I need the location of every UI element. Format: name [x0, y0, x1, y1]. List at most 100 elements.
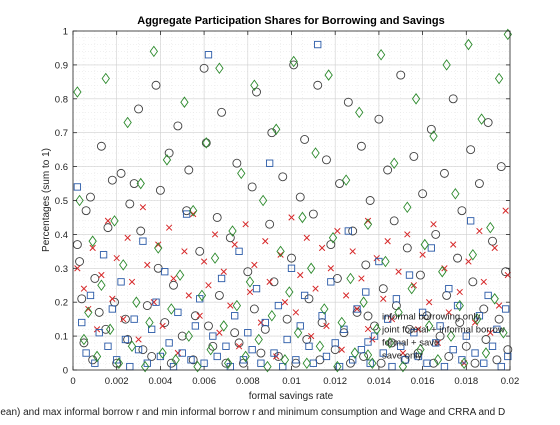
data-point-square	[86, 291, 95, 300]
data-point-circle	[457, 206, 467, 216]
data-point-diamond	[302, 357, 311, 369]
data-point-x	[135, 336, 142, 343]
data-point-circle	[129, 179, 139, 189]
data-point-x	[216, 329, 223, 336]
data-point-circle	[444, 351, 454, 361]
data-point-x	[358, 275, 365, 282]
data-point-diamond	[114, 357, 124, 369]
x-tick-label: 0.016	[411, 376, 435, 387]
data-point-square	[213, 352, 221, 361]
data-point-x	[80, 285, 88, 292]
data-point-x	[227, 302, 234, 309]
data-point-x	[395, 268, 402, 275]
data-point-circle	[474, 179, 484, 189]
data-point-circle	[125, 199, 135, 209]
grid	[72, 30, 511, 371]
data-point-diamond	[202, 137, 211, 149]
data-point-diamond	[84, 306, 93, 319]
data-point-diamond	[385, 337, 394, 349]
data-point-square	[480, 359, 488, 367]
data-point-x	[246, 288, 254, 296]
x-tick-label: 0.012	[323, 376, 347, 387]
data-point-diamond	[494, 72, 504, 85]
data-point-square	[95, 329, 103, 337]
data-point-diamond	[101, 72, 110, 85]
data-point-diamond	[442, 59, 451, 71]
data-point-square	[235, 247, 243, 255]
data-point-diamond	[136, 177, 145, 190]
series-diamond	[73, 28, 512, 373]
data-point-circle	[267, 128, 277, 138]
data-point-diamond	[459, 357, 469, 369]
data-point-circle	[496, 162, 506, 172]
data-point-square	[379, 349, 387, 357]
data-point-x	[419, 251, 426, 258]
data-point-x	[334, 227, 341, 235]
data-point-x	[456, 288, 463, 296]
data-point-circle	[289, 60, 299, 70]
y-tick-label: 1	[63, 27, 68, 38]
data-point-circle	[182, 206, 192, 216]
data-point-circle	[494, 314, 504, 324]
data-point-square	[134, 346, 143, 354]
data-point-square	[287, 264, 296, 272]
data-point-circle	[138, 345, 148, 355]
data-point-square	[414, 352, 422, 361]
data-point-square	[383, 315, 392, 323]
data-point-circle	[195, 246, 205, 256]
data-point-circle	[96, 141, 106, 151]
y-tick-label: 0.3	[55, 264, 68, 275]
data-point-circle	[238, 358, 248, 368]
legend-label: joint formal + informal borrow	[381, 325, 505, 336]
data-point-circle	[483, 118, 493, 127]
data-point-circle	[136, 226, 146, 236]
data-point-square	[222, 342, 230, 350]
data-point-square	[191, 322, 200, 330]
data-point-square	[318, 312, 326, 320]
data-point-square	[501, 305, 510, 313]
data-point-x	[159, 322, 166, 330]
data-point-circle	[461, 341, 471, 351]
y-tick-label: 0.6	[55, 162, 68, 173]
data-point-circle	[335, 179, 345, 189]
data-point-x	[323, 322, 330, 330]
data-point-circle	[155, 185, 165, 195]
data-point-circle	[361, 260, 371, 270]
data-point-diamond	[180, 96, 189, 108]
data-point-circle	[252, 87, 261, 97]
data-point-circle	[492, 355, 502, 365]
data-point-diamond	[285, 286, 294, 298]
legend: informal borrowing only joint formal + in…	[363, 312, 505, 362]
data-point-x	[288, 214, 295, 221]
axis-ticks: 0 0.002 0.004 0.006 0.008 0.01 0.012 0.014 0.016…	[55, 27, 519, 388]
data-point-square	[244, 329, 252, 337]
data-point-square	[449, 346, 457, 354]
y-tick-label: 0.2	[55, 298, 68, 309]
series-circle	[72, 60, 513, 368]
data-point-square	[314, 40, 322, 49]
data-point-x	[450, 241, 457, 248]
data-point-diamond	[420, 238, 429, 251]
data-point-square	[248, 346, 256, 354]
data-point-diamond	[289, 55, 298, 68]
data-point-x	[415, 326, 422, 333]
data-point-x	[404, 231, 411, 238]
data-point-x	[318, 244, 326, 252]
data-point-circle	[343, 97, 353, 107]
data-point-x	[364, 217, 372, 224]
data-point-diamond	[333, 360, 342, 373]
data-point-x	[113, 254, 120, 262]
data-point-circle	[455, 318, 465, 327]
data-point-square	[296, 322, 304, 330]
data-point-square	[366, 359, 374, 367]
data-point-diamond	[110, 215, 119, 227]
data-point-x	[491, 244, 498, 252]
data-point-diamond	[206, 343, 215, 356]
data-point-circle	[409, 151, 419, 161]
data-point-square	[401, 356, 409, 364]
data-point-diamond	[315, 340, 325, 353]
data-point-circle	[247, 182, 257, 192]
data-point-diamond	[219, 320, 228, 332]
data-point-diamond	[250, 79, 259, 92]
